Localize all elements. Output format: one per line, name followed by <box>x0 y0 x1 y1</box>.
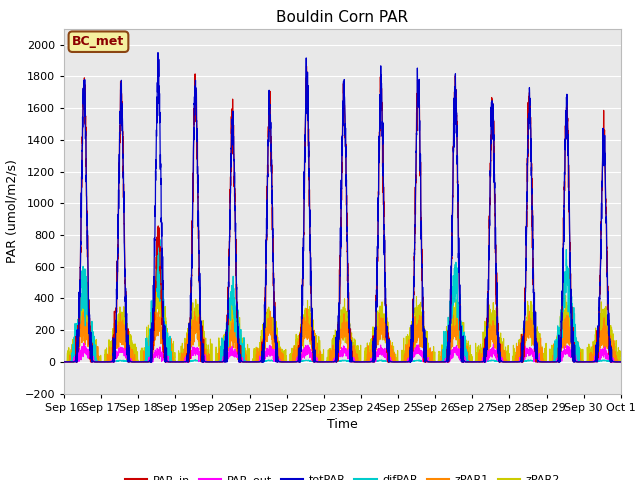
Text: BC_met: BC_met <box>72 35 125 48</box>
Y-axis label: PAR (umol/m2/s): PAR (umol/m2/s) <box>6 159 19 263</box>
Title: Bouldin Corn PAR: Bouldin Corn PAR <box>276 10 408 25</box>
Legend: PAR_in, PAR_out, totPAR, difPAR, zPAR1, zPAR2: PAR_in, PAR_out, totPAR, difPAR, zPAR1, … <box>120 470 564 480</box>
X-axis label: Time: Time <box>327 418 358 431</box>
